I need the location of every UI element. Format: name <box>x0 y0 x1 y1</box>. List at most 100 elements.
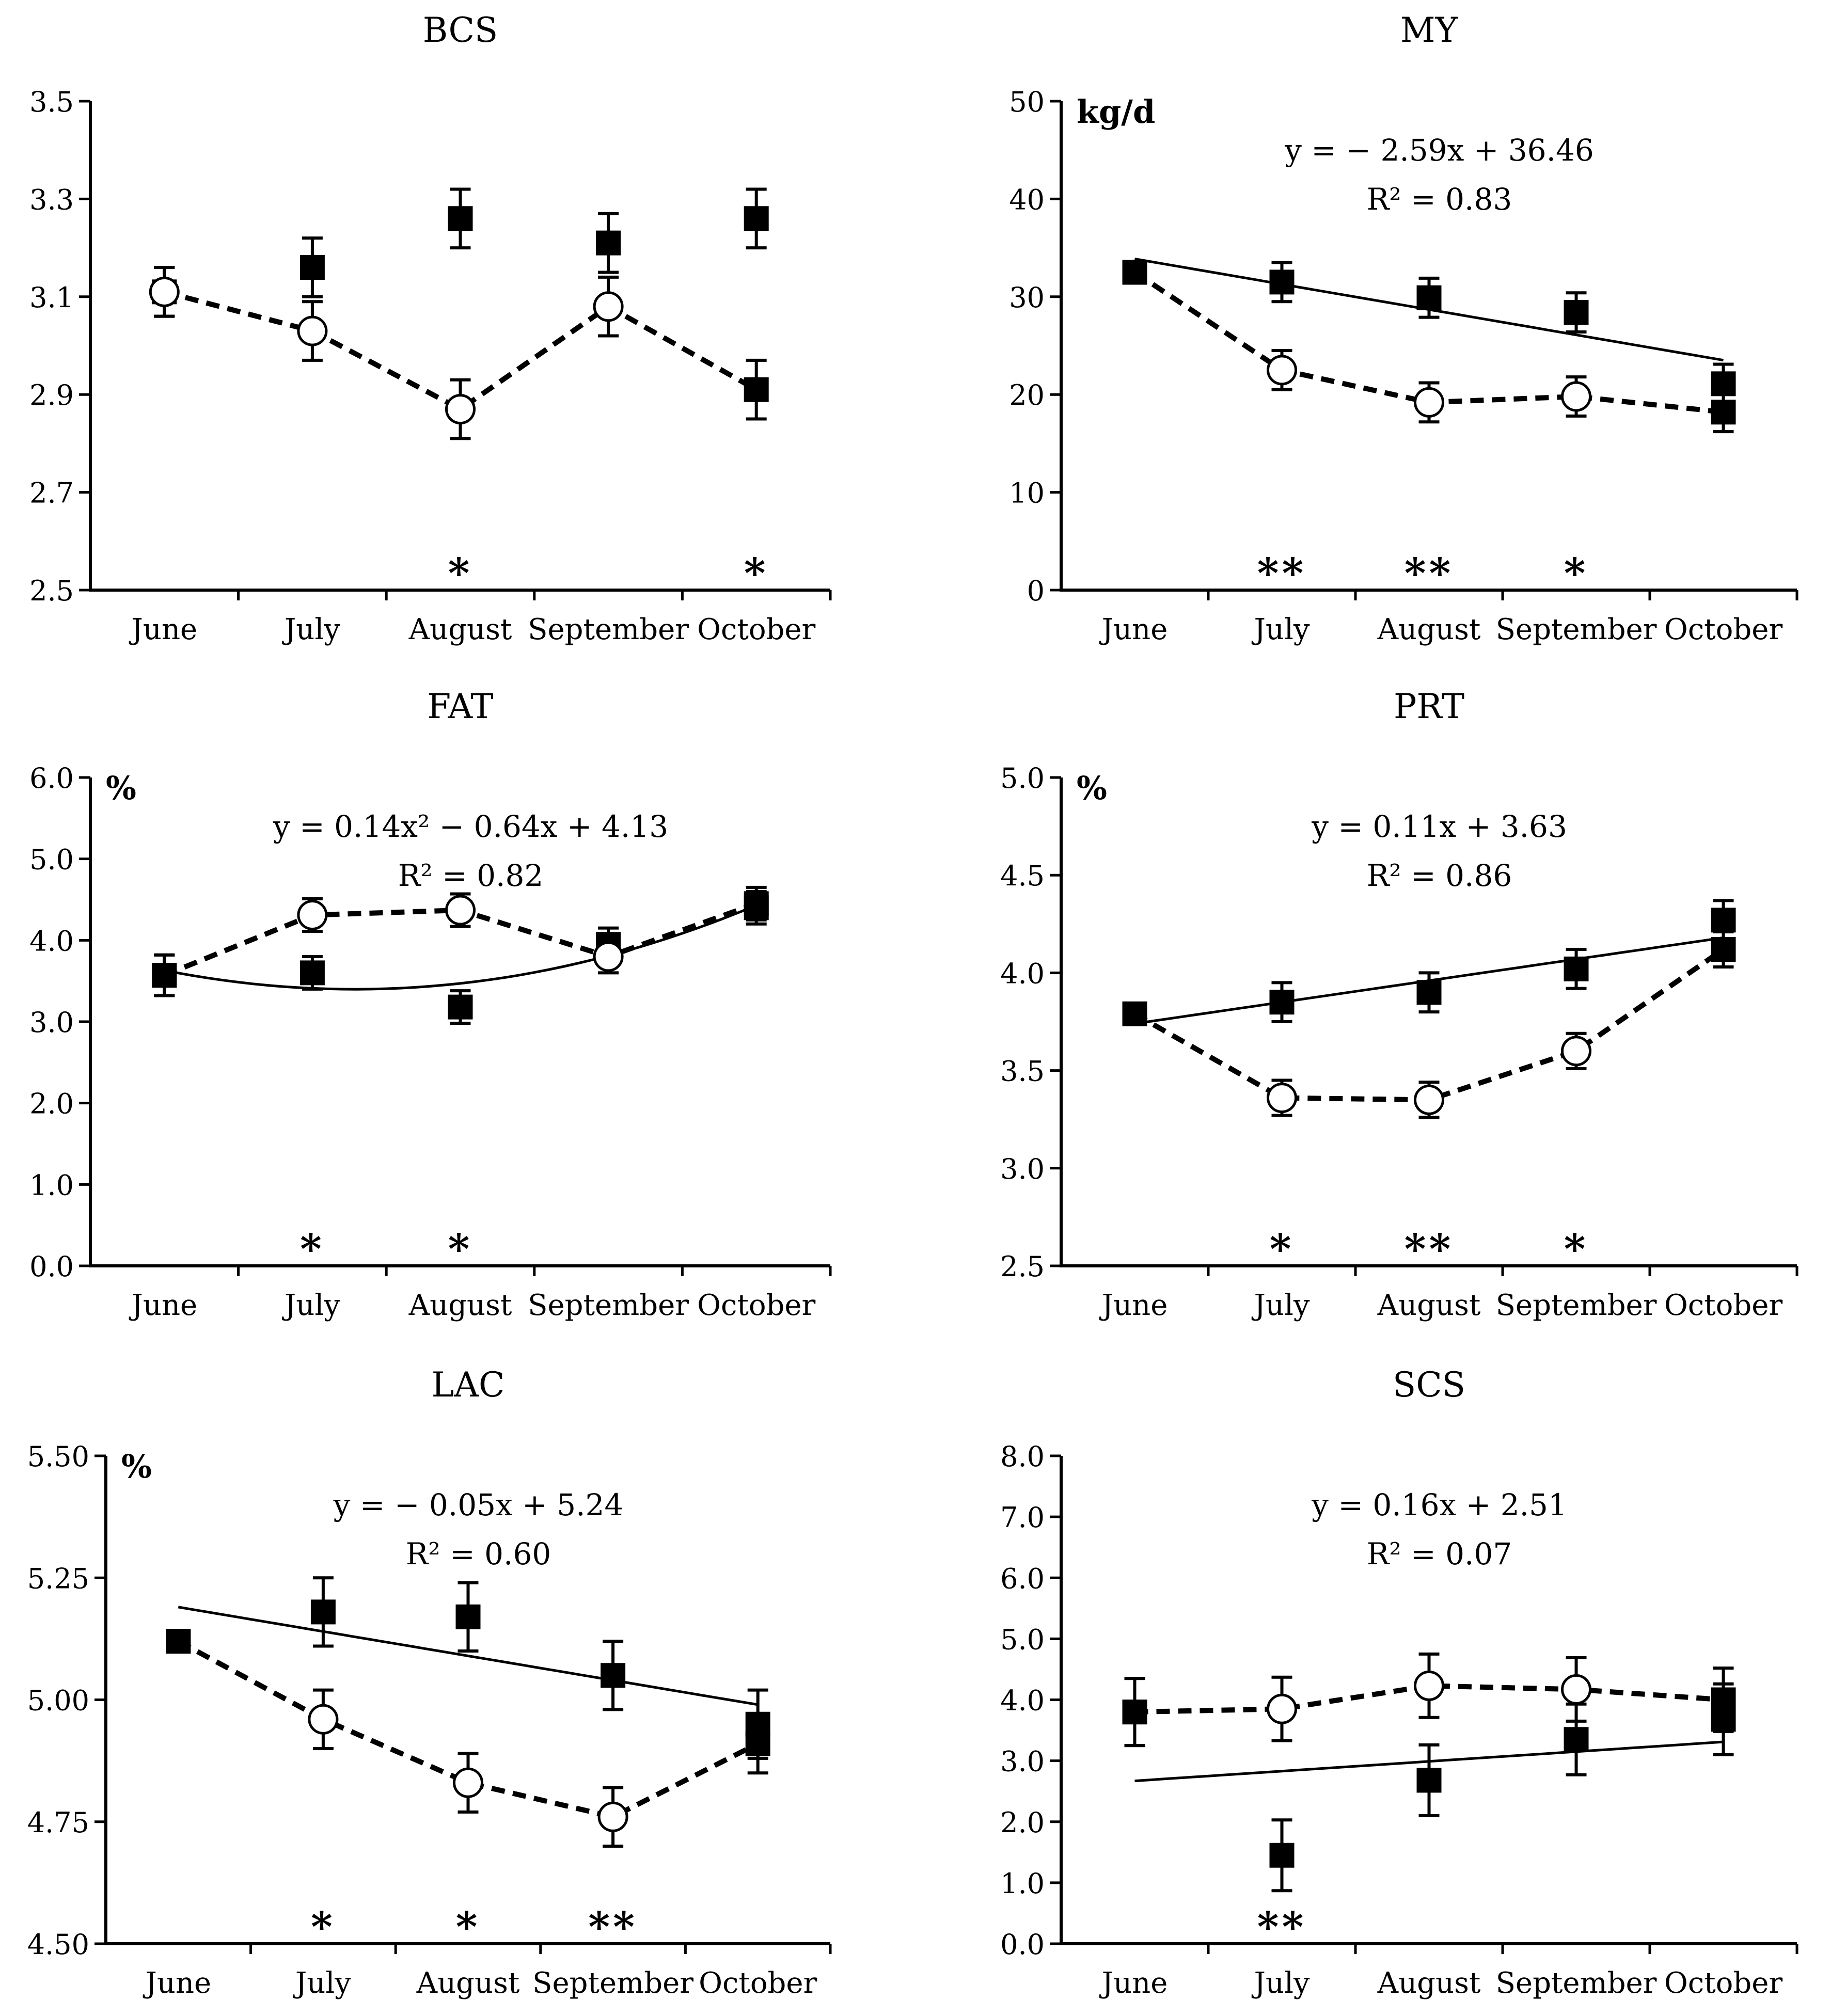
x-tick-label-july: July <box>1251 1966 1310 2000</box>
data-point-circle <box>453 1767 483 1798</box>
x-tick-label-october: October <box>1664 613 1782 646</box>
y-tick-label: 4.0 <box>1000 957 1045 990</box>
data-point-circle <box>445 895 476 926</box>
trend-line <box>164 904 757 991</box>
data-point-square <box>152 963 177 988</box>
x-tick-label-july: July <box>1251 1289 1310 1322</box>
y-tick-label: 3.0 <box>29 1006 74 1039</box>
x-tick-label-july: July <box>282 1289 340 1322</box>
significance-marker: ** <box>1405 549 1454 597</box>
series-squares <box>166 1576 770 1760</box>
chart-panel-prt: PRT 2.5 3.0 3.5 4.0 4.5 5.0 June July August Septe… <box>1000 687 1799 1322</box>
trend-equation: y = 0.11x + 3.63 <box>1311 809 1567 844</box>
y-tick-label: 0.0 <box>29 1250 74 1283</box>
data-point-circle <box>445 394 476 425</box>
x-tick-label-june: June <box>143 1966 211 2000</box>
data-point-square <box>455 1604 481 1629</box>
x-tick-label-july: July <box>293 1966 351 2000</box>
data-point-square <box>1416 285 1442 310</box>
data-point-square <box>299 960 325 986</box>
x-tick-label-october: October <box>697 1289 815 1322</box>
y-tick-label: 50 <box>1009 86 1045 118</box>
data-point-square <box>1269 1843 1295 1868</box>
chart-panel-lac: LAC 4.50 4.75 5.00 5.25 5.50 June July August Sep… <box>27 1365 832 2000</box>
unit-label: % <box>121 1448 152 1485</box>
trend-r-squared: R² = 0.82 <box>398 858 544 893</box>
trend-r-squared: R² = 0.07 <box>1367 1536 1512 1571</box>
data-point-square <box>1122 260 1147 285</box>
data-point-circle <box>593 291 624 322</box>
significance-marker: * <box>311 1902 336 1951</box>
significance-marker: ** <box>1257 1902 1307 1951</box>
y-tick-label: 30 <box>1009 281 1045 314</box>
data-point-square <box>745 1731 770 1756</box>
chart-panel-bcs: BCS 2.5 2.7 2.9 3.1 3.3 3.5 June July August Septe… <box>29 10 832 646</box>
data-point-square <box>744 206 769 231</box>
significance-marker: ** <box>1257 549 1307 597</box>
data-point-square <box>1711 400 1736 425</box>
series-squares <box>152 187 769 318</box>
trend-r-squared: R² = 0.83 <box>1367 182 1512 217</box>
data-point-circle <box>1414 1670 1444 1701</box>
y-tick-label: 2.0 <box>1000 1806 1045 1839</box>
data-point-circle <box>1267 1693 1297 1724</box>
x-tick-label-september: September <box>532 1966 693 2000</box>
significance-marker: * <box>1564 549 1589 597</box>
data-point-circle <box>1561 381 1591 412</box>
y-tick-label: 3.0 <box>1000 1153 1045 1185</box>
y-tick-label: 4.0 <box>29 925 74 957</box>
x-tick-label-october: October <box>699 1966 817 2000</box>
significance-marker: ** <box>588 1902 638 1951</box>
trend-line <box>178 1606 759 1706</box>
unit-label: % <box>1077 769 1107 807</box>
x-tick-label-september: September <box>1496 1289 1657 1322</box>
x-tick-label-june: June <box>129 613 197 646</box>
x-tick-label-september: September <box>1496 613 1657 646</box>
y-tick-label: 5.25 <box>27 1562 89 1595</box>
x-tick-label-september: September <box>1496 1966 1657 2000</box>
x-tick-label-august: August <box>408 1289 512 1322</box>
data-point-square <box>1122 1001 1147 1026</box>
unit-label: % <box>106 769 136 807</box>
x-tick-label-october: October <box>1664 1289 1782 1322</box>
significance-marker: * <box>448 549 473 597</box>
y-tick-label: 7.0 <box>1000 1501 1045 1534</box>
chart-title: LAC <box>432 1365 505 1405</box>
data-point-square <box>1416 980 1442 1005</box>
y-tick-label: 2.7 <box>29 477 74 510</box>
significance-marker: ** <box>1405 1225 1454 1273</box>
data-point-square <box>1564 300 1589 325</box>
y-tick-label: 40 <box>1009 183 1045 216</box>
chart-title: PRT <box>1394 687 1464 726</box>
data-point-circle <box>1267 1083 1297 1114</box>
x-tick-label-june: June <box>129 1289 197 1322</box>
data-point-square <box>1711 908 1736 933</box>
y-tick-label: 2.9 <box>29 379 74 411</box>
y-tick-label: 0.0 <box>1000 1928 1045 1961</box>
data-point-circle <box>308 1704 339 1735</box>
x-tick-label-august: August <box>416 1966 520 2000</box>
significance-marker: * <box>744 549 769 597</box>
y-tick-label: 2.0 <box>29 1088 74 1120</box>
y-tick-label: 3.3 <box>29 183 74 216</box>
data-point-circle <box>297 315 328 346</box>
data-point-square <box>299 255 325 280</box>
significance-marker: * <box>1270 1225 1295 1273</box>
data-point-square <box>744 891 769 916</box>
series-circles <box>1122 1652 1736 1748</box>
data-point-circle <box>1414 1084 1444 1115</box>
y-tick-label: 5.0 <box>1000 1623 1045 1656</box>
series-dashed-line <box>177 1639 759 1820</box>
x-tick-label-july: July <box>282 613 340 646</box>
x-tick-label-august: August <box>1377 613 1481 646</box>
data-point-circle <box>1267 355 1297 386</box>
data-point-square <box>1564 956 1589 981</box>
trend-r-squared: R² = 0.86 <box>1367 858 1512 893</box>
x-tick-label-september: September <box>528 1289 689 1322</box>
series-circles <box>149 265 769 440</box>
data-point-square <box>1269 269 1295 295</box>
data-point-circle <box>149 276 180 307</box>
y-tick-label: 5.50 <box>27 1440 89 1473</box>
y-tick-label: 4.5 <box>1000 860 1045 892</box>
